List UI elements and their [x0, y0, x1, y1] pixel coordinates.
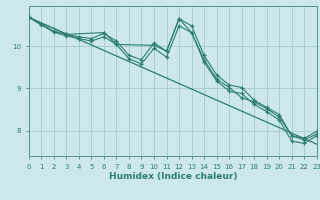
X-axis label: Humidex (Indice chaleur): Humidex (Indice chaleur)	[108, 172, 237, 181]
